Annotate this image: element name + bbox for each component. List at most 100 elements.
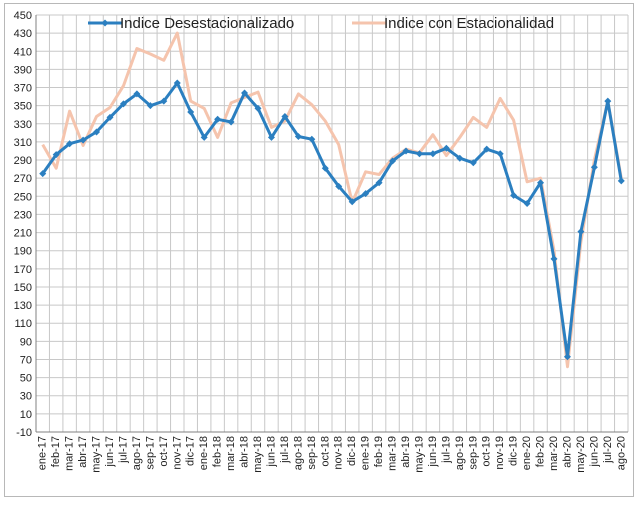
data-point	[563, 353, 571, 361]
x-tick-label: mar-20	[548, 436, 560, 471]
data-point	[119, 100, 127, 108]
data-point	[389, 157, 397, 165]
y-tick-label: 330	[14, 119, 32, 131]
data-point	[173, 79, 181, 87]
x-tick-label: may-18	[252, 436, 264, 473]
x-tick-label: oct-17	[158, 436, 170, 467]
data-point	[308, 135, 316, 143]
data-point	[523, 200, 531, 208]
legend-item: Indice con Estacionalidad	[352, 15, 554, 32]
x-tick-label: feb-20	[535, 436, 547, 467]
y-tick-label: 170	[14, 264, 32, 276]
x-tick-label: ene-17	[37, 436, 49, 470]
data-point	[456, 154, 464, 162]
y-tick-label: 310	[14, 137, 32, 149]
x-tick-label: dic-19	[508, 436, 520, 466]
data-point	[187, 108, 195, 116]
data-point	[429, 150, 437, 158]
x-tick-label: sep-18	[306, 436, 318, 470]
y-tick-label: 90	[20, 336, 32, 348]
legend-item: Indice Desestacionalizado	[88, 15, 294, 32]
data-point	[133, 90, 141, 98]
data-point	[335, 182, 343, 190]
y-tick-label: 190	[14, 246, 32, 258]
x-tick-label: mar-17	[64, 436, 76, 471]
data-point	[294, 132, 302, 140]
data-point	[227, 118, 235, 126]
x-tick-label: oct-19	[481, 436, 493, 467]
data-point	[93, 128, 101, 136]
x-tick-label: ene-20	[521, 436, 533, 470]
data-point	[577, 228, 585, 236]
data-point	[402, 147, 410, 155]
data-point	[348, 198, 356, 206]
x-tick-label: jun-18	[265, 436, 277, 468]
x-tick-label: jul-17	[117, 436, 129, 464]
y-tick-label: 30	[20, 391, 32, 403]
y-tick-label: 130	[14, 300, 32, 312]
legend-label: Indice con Estacionalidad	[384, 15, 554, 32]
x-tick-label: feb-19	[373, 436, 385, 467]
y-tick-label: 290	[14, 155, 32, 167]
x-tick-label: dic-17	[185, 436, 197, 466]
data-point	[66, 140, 74, 148]
y-tick-label: 350	[14, 101, 32, 113]
x-tick-label: may-17	[91, 436, 103, 473]
data-point	[375, 179, 383, 187]
x-tick-label: nov-18	[333, 436, 345, 470]
x-tick-label: feb-17	[50, 436, 62, 467]
legend-marker	[101, 19, 109, 27]
x-tick-label: may-19	[413, 436, 425, 473]
series-desestacionalizado	[39, 79, 625, 361]
x-tick-label: ene-19	[360, 436, 372, 470]
data-point	[321, 164, 329, 172]
data-point	[146, 102, 154, 110]
data-point	[79, 136, 87, 144]
y-tick-label: 270	[14, 173, 32, 185]
y-tick-label: -10	[16, 427, 32, 439]
legend-label: Indice Desestacionalizado	[120, 15, 294, 32]
x-tick-label: jun-17	[104, 436, 116, 468]
series-con-estacionalidad	[41, 31, 623, 369]
x-tick-label: mar-18	[225, 436, 237, 471]
x-tick-label: jun-19	[427, 436, 439, 468]
x-tick-label: jul-18	[279, 436, 291, 464]
x-tick-label: ago-20	[615, 436, 627, 470]
y-tick-label: 390	[14, 64, 32, 76]
x-tick-label: abr-18	[239, 436, 251, 468]
y-tick-label: 410	[14, 46, 32, 58]
y-tick-label: 70	[20, 354, 32, 366]
data-point	[200, 133, 208, 141]
x-tick-label: abr-17	[77, 436, 89, 468]
gridlines	[35, 14, 629, 433]
axes	[35, 15, 628, 433]
series-line	[41, 31, 623, 369]
y-tick-label: 230	[14, 209, 32, 221]
x-tick-label: sep-19	[467, 436, 479, 470]
x-tick-label: dic-18	[346, 436, 358, 466]
x-tick-label: jul-19	[440, 436, 452, 464]
data-point	[483, 145, 491, 153]
legend: Indice Desestacionalizado Indice con Esta…	[88, 15, 554, 32]
data-point	[442, 144, 450, 152]
x-tick-label: ene-18	[198, 436, 210, 470]
y-tick-label: 50	[20, 373, 32, 385]
y-axis-ticks: -10 10 30 50 70 90 110 130 150 170 190 210 230 250 270…	[14, 10, 32, 439]
data-point	[604, 97, 612, 105]
x-tick-label: ago-17	[131, 436, 143, 470]
x-tick-label: jul-20	[602, 436, 614, 464]
x-tick-label: sep-17	[144, 436, 156, 470]
x-tick-label: may-20	[575, 436, 587, 473]
data-point	[241, 89, 249, 97]
x-tick-label: ago-18	[292, 436, 304, 470]
data-point	[415, 150, 423, 158]
data-point	[550, 255, 558, 263]
y-tick-label: 210	[14, 228, 32, 240]
data-point	[106, 113, 114, 121]
data-point	[537, 179, 545, 187]
y-tick-label: 370	[14, 83, 32, 95]
y-tick-label: 150	[14, 282, 32, 294]
x-tick-label: nov-17	[171, 436, 183, 470]
x-tick-label: ago-19	[454, 436, 466, 470]
